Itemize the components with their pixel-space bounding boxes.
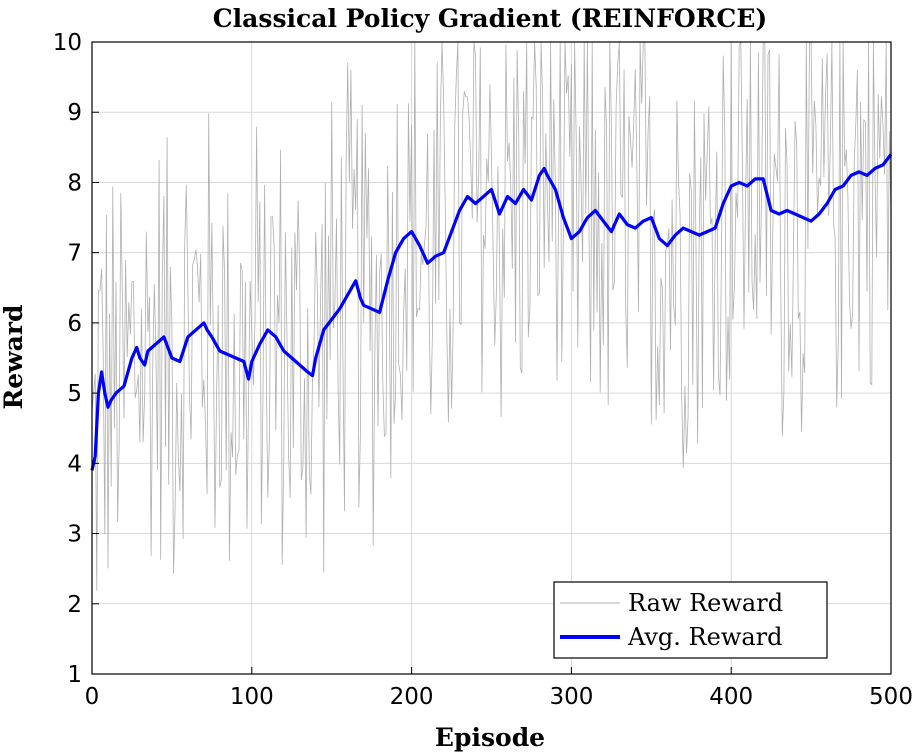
legend-raw-label: Raw Reward <box>628 589 783 617</box>
avg-reward-line <box>90 153 893 471</box>
y-tick-label: 10 <box>53 30 82 56</box>
y-tick-label: 1 <box>67 662 82 688</box>
legend-avg-label: Avg. Reward <box>627 623 783 651</box>
y-tick-label: 2 <box>67 592 82 618</box>
y-tick-label: 4 <box>67 451 82 477</box>
legend: Raw Reward Avg. Reward <box>553 581 828 659</box>
avg-reward-layer <box>90 153 893 471</box>
raw-reward-line <box>91 41 892 591</box>
x-tick-label: 400 <box>709 684 753 710</box>
raw-reward-layer <box>91 41 892 591</box>
chart-title: Classical Policy Gradient (REINFORCE) <box>213 4 767 33</box>
plot-frame <box>91 41 892 675</box>
x-tick-label: 100 <box>230 684 274 710</box>
y-tick-label: 3 <box>67 522 82 548</box>
y-tick-label: 6 <box>67 311 82 337</box>
legend-box <box>553 581 828 659</box>
x-tick-label: 0 <box>85 684 100 710</box>
y-axis-label: Reward <box>0 304 28 409</box>
y-tick-label: 7 <box>67 241 82 267</box>
y-tick-label: 5 <box>67 381 82 407</box>
x-tick-label: 300 <box>549 684 593 710</box>
axis-ticks: 0 100 200 300 400 500 1 2 3 4 5 6 7 8 9 10 <box>53 30 913 710</box>
x-tick-label: 500 <box>869 684 913 710</box>
y-tick-label: 9 <box>67 100 82 126</box>
x-axis-label: Episode <box>435 723 545 752</box>
x-tick-label: 200 <box>390 684 434 710</box>
y-tick-label: 8 <box>67 170 82 196</box>
grid <box>91 41 892 675</box>
